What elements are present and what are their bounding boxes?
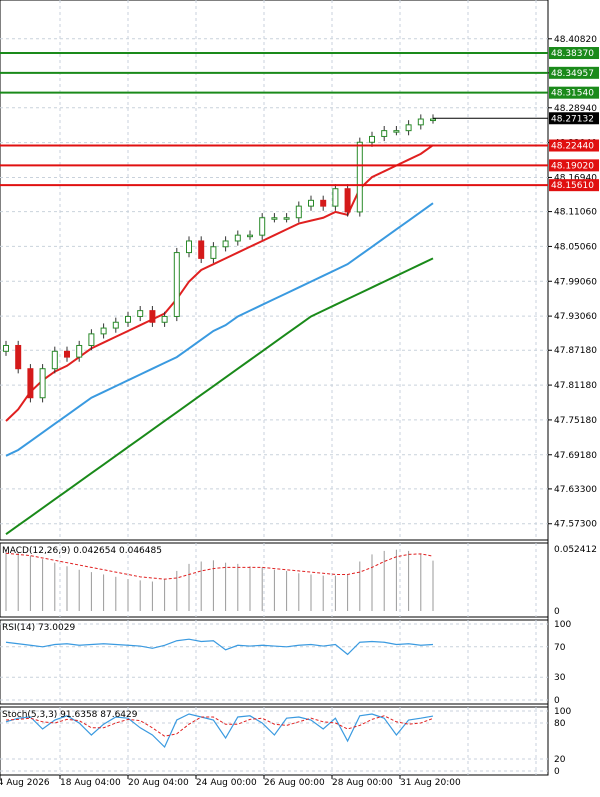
y-tick-label: 47.63300 [554, 485, 597, 495]
y-tick-label: 47.57300 [554, 520, 597, 530]
candle-body [369, 135, 375, 143]
candle-body [430, 118, 436, 122]
y-tick-label: 48.28940 [554, 104, 597, 114]
y-tick-label: 0.052412 [554, 545, 597, 555]
candle-body [271, 217, 278, 220]
x-tick-label: 31 Aug 20:00 [400, 778, 461, 788]
candle-body [173, 252, 180, 317]
candle-body [64, 350, 70, 358]
x-tick-label: 18 Aug 04:00 [60, 778, 121, 788]
level-tag [549, 66, 599, 79]
level-tag [549, 159, 599, 172]
level-label: 48.15610 [551, 181, 594, 191]
x-tick-label: 14 Aug 2026 [0, 778, 50, 788]
level-tag [549, 86, 599, 99]
candle-body [186, 240, 192, 254]
candle-body [15, 344, 22, 370]
candle-body [344, 188, 351, 213]
y-tick-label: 30 [554, 673, 566, 683]
x-tick-label: 26 Aug 00:00 [264, 778, 325, 788]
candle-body [137, 310, 144, 317]
level-label: 48.38370 [551, 49, 594, 59]
candle-body [320, 199, 327, 207]
y-tick-label: 47.81180 [554, 381, 597, 391]
stoch-k-line [5, 713, 434, 749]
candle-body [247, 234, 253, 238]
rsi-label: RSI(14) 73.0029 [2, 623, 75, 633]
y-tick-label: 80 [554, 719, 566, 729]
level-label: 48.22440 [551, 142, 594, 152]
stoch-label: Stoch(5,3,3) 91.6358 87.6429 [2, 710, 138, 720]
panel-frame-stoch [0, 706, 549, 776]
rsi-line [5, 638, 434, 656]
candle-body [210, 246, 217, 259]
candle-body [295, 205, 302, 219]
y-tick-label: 0 [554, 696, 560, 706]
y-tick-label: 48.05060 [554, 242, 597, 252]
candle-body [356, 141, 363, 213]
ma-mid-line [5, 202, 434, 457]
current-price-tag [549, 112, 599, 125]
x-tick-label: 28 Aug 00:00 [332, 778, 393, 788]
panel-frame-rsi [0, 619, 549, 705]
stoch-d-line [5, 715, 434, 737]
panel-frame-main [0, 0, 549, 541]
level-tag [549, 47, 599, 60]
y-tick-label: 0 [554, 607, 560, 617]
macd-label: MACD(12,26,9) 0.042654 0.046485 [2, 546, 162, 556]
y-tick-label: 47.99060 [554, 277, 597, 287]
candle-body [222, 240, 229, 248]
candle-body [405, 124, 412, 132]
candle-body [149, 310, 156, 323]
y-tick-label: 100 [554, 707, 571, 717]
level-label: 48.34957 [551, 69, 594, 79]
level-label: 48.19020 [551, 161, 594, 171]
candle-body [198, 240, 205, 259]
candle-body [393, 130, 400, 133]
candle-body [161, 315, 168, 323]
candle-body [76, 344, 83, 358]
candle-body [112, 321, 119, 329]
y-tick-label: 70 [554, 643, 566, 653]
candle-body [381, 130, 388, 137]
candle-body [51, 350, 58, 370]
x-tick-label: 20 Aug 04:00 [128, 778, 189, 788]
candle-body [308, 199, 314, 207]
candle-body [234, 234, 241, 242]
candle-body [100, 327, 107, 335]
candle-body [27, 368, 34, 399]
y-tick-label: 47.93060 [554, 312, 597, 322]
y-tick-label: 100 [554, 620, 571, 630]
y-tick-label: 48.16940 [554, 173, 597, 183]
ma-slow-line [5, 257, 434, 536]
candle-body [88, 333, 95, 346]
candle-body [283, 217, 290, 220]
y-tick-label: 47.75180 [554, 416, 597, 426]
y-tick-label: 20 [554, 755, 566, 765]
candle-body [259, 217, 266, 236]
level-label: 48.31540 [551, 89, 594, 99]
level-tag [549, 179, 599, 192]
y-tick-label: 0 [554, 767, 560, 777]
candle-body [3, 344, 9, 352]
y-tick-label: 48.11060 [554, 208, 597, 218]
macd-signal-line [5, 552, 434, 580]
candle-body [125, 315, 131, 323]
current-price-label: 48.27132 [551, 114, 594, 124]
candle-body [417, 118, 424, 126]
level-tag [549, 139, 599, 152]
candle-body [332, 188, 339, 207]
candle-body [39, 368, 46, 399]
y-tick-label: 47.69180 [554, 451, 597, 461]
y-tick-label: 48.40820 [554, 35, 597, 45]
x-tick-label: 24 Aug 00:00 [196, 778, 257, 788]
y-tick-label: 47.87180 [554, 346, 597, 356]
